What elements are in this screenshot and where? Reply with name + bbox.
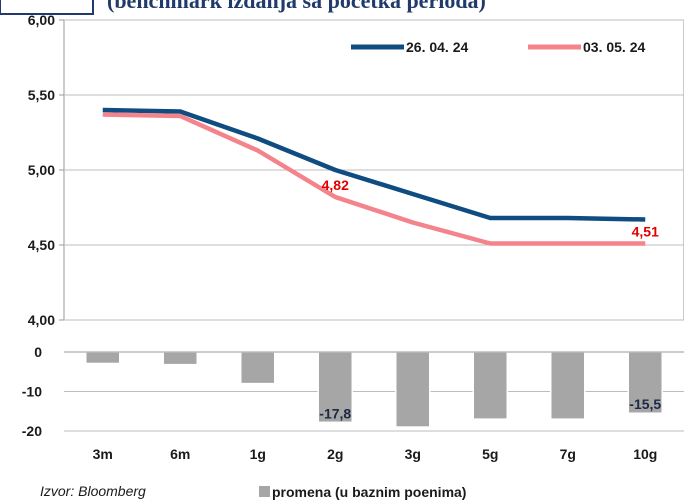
- category-label-10g: 10g: [633, 446, 657, 462]
- line-legend: 26. 04. 24 03. 05. 24: [351, 39, 645, 55]
- line-data-label: 4,82: [322, 177, 349, 193]
- line-ytick-label: 5,50: [28, 87, 55, 103]
- category-axis: 3m 6m 1g 2g 3g 5g 7g 10g: [93, 446, 658, 462]
- bar-3m: [85, 351, 121, 365]
- bar-legend-swatch: [259, 486, 270, 497]
- bar-10g: [627, 351, 663, 414]
- bar-2g: [317, 351, 353, 424]
- bar-ytick-label: 0: [34, 344, 42, 360]
- source-note: Izvor: Bloomberg: [40, 483, 146, 499]
- line-ytick-label: 6,00: [28, 12, 55, 28]
- category-label-5g: 5g: [482, 446, 498, 462]
- bar-5g: [472, 351, 508, 420]
- bar-6m: [162, 351, 198, 366]
- bar-legend-label: promena (u baznim poenima): [272, 484, 466, 500]
- bar-plot-area: -20 -10 0 -17,8 -15,5: [22, 344, 684, 439]
- legend-label-series-1: 26. 04. 24: [406, 39, 468, 55]
- bar-ytick-label: -20: [22, 423, 42, 439]
- series-line-1: [102, 107, 646, 222]
- category-label-3g: 3g: [405, 446, 421, 462]
- series-line-2: [102, 112, 646, 246]
- line-ytick-label: 5,00: [28, 162, 55, 178]
- bar-3g: [395, 351, 431, 428]
- line-plot-area: 4,00 4,50 5,00 5,50 6,00 4,82 4,51: [28, 12, 684, 328]
- category-label-1g: 1g: [250, 446, 266, 462]
- bar-1g: [240, 351, 276, 385]
- chart-title: (benchmark izdanja sa početka perioda): [107, 0, 486, 13]
- category-label-2g: 2g: [327, 446, 343, 462]
- line-ytick-label: 4,00: [28, 312, 55, 328]
- bar-ytick-label: -10: [22, 384, 42, 400]
- bar-data-label: -17,8: [319, 405, 351, 421]
- bar-data-label: -15,5: [629, 396, 661, 412]
- category-label-3m: 3m: [93, 446, 113, 462]
- bar-7g: [550, 351, 586, 420]
- category-label-6m: 6m: [170, 446, 190, 462]
- line-data-label: 4,51: [632, 224, 659, 240]
- title-box-fragment: [0, 0, 94, 15]
- line-ytick-label: 4,50: [28, 237, 55, 253]
- legend-label-series-2: 03. 05. 24: [583, 39, 645, 55]
- category-label-7g: 7g: [560, 446, 576, 462]
